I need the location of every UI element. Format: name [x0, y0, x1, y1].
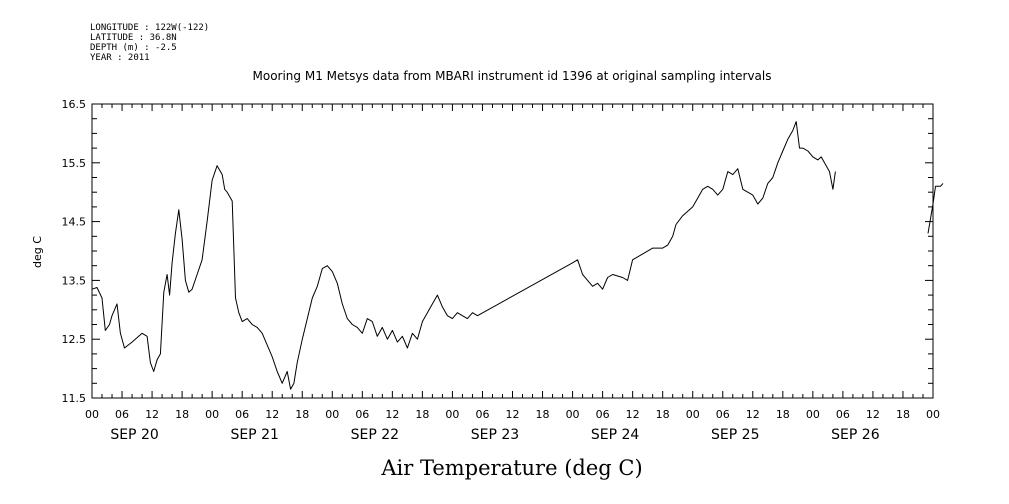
y-tick-label: 15.5	[62, 157, 87, 170]
meta-year: YEAR : 2011	[90, 53, 150, 63]
x-tick-label: 18	[415, 408, 429, 421]
x-tick-label: 18	[896, 408, 910, 421]
x-tick-label: 12	[265, 408, 279, 421]
day-label: SEP 22	[351, 427, 399, 443]
x-tick-label: 12	[746, 408, 760, 421]
data-series	[91, 121, 944, 390]
meta-longitude: LONGITUDE : 122W(-122)	[90, 23, 209, 33]
x-tick-label: 00	[85, 408, 99, 421]
x-tick-label: 12	[506, 408, 520, 421]
x-tick-label: 12	[145, 408, 159, 421]
x-tick-label: 00	[325, 408, 339, 421]
x-axis-label: Air Temperature (deg C)	[380, 456, 642, 480]
x-tick-label: 00	[445, 408, 459, 421]
day-label: SEP 26	[831, 427, 880, 443]
axis-ticks	[91, 103, 934, 399]
x-tick-label: 06	[716, 408, 730, 421]
day-label: SEP 20	[110, 427, 158, 443]
x-tick-label: 12	[385, 408, 399, 421]
meta-depth: DEPTH (m) : -2.5	[90, 43, 177, 53]
meta-latitude: LATITUDE : 36.8N	[90, 33, 177, 43]
day-label: SEP 25	[711, 427, 759, 443]
y-tick-label: 16.5	[62, 98, 87, 111]
series-line-segment-1	[927, 183, 944, 234]
y-axis-label: deg C	[31, 236, 44, 268]
day-label: SEP 24	[591, 427, 640, 443]
x-tick-label: 06	[596, 408, 610, 421]
y-tick-label: 13.5	[62, 274, 87, 287]
x-tick-labels: 00 06 12 18 00 06 12 18 00 06 12 18 00 06 12 18 00 06 12 18…	[85, 408, 940, 421]
y-tick-labels: 11.5 12.5 13.5 14.5 15.5 16.5	[62, 98, 87, 405]
x-tick-label: 06	[475, 408, 489, 421]
x-tick-label: 06	[836, 408, 850, 421]
chart-title: Mooring M1 Metsys data from MBARI instru…	[253, 69, 772, 83]
x-tick-label: 18	[776, 408, 790, 421]
x-tick-label: 06	[115, 408, 129, 421]
y-tick-label: 11.5	[62, 392, 87, 405]
y-tick-label: 12.5	[62, 333, 87, 346]
day-label: SEP 23	[471, 427, 519, 443]
x-tick-label: 18	[656, 408, 670, 421]
x-tick-label: 18	[175, 408, 189, 421]
x-tick-label: 00	[686, 408, 700, 421]
x-tick-label: 12	[866, 408, 880, 421]
x-tick-label: 00	[205, 408, 219, 421]
x-tick-label: 00	[806, 408, 820, 421]
series-line-segment-0	[91, 121, 836, 390]
x-tick-label: 18	[536, 408, 550, 421]
x-tick-label: 12	[626, 408, 640, 421]
x-tick-label: 00	[926, 408, 940, 421]
x-tick-label: 18	[295, 408, 309, 421]
y-tick-label: 14.5	[62, 216, 87, 229]
x-tick-label: 06	[355, 408, 369, 421]
day-label: SEP 21	[230, 427, 278, 443]
plot-frame	[91, 103, 934, 399]
day-labels: SEP 20 SEP 21 SEP 22 SEP 23 SEP 24 SEP 25 SEP …	[110, 427, 879, 443]
x-tick-label: 06	[235, 408, 249, 421]
x-tick-label: 00	[566, 408, 580, 421]
